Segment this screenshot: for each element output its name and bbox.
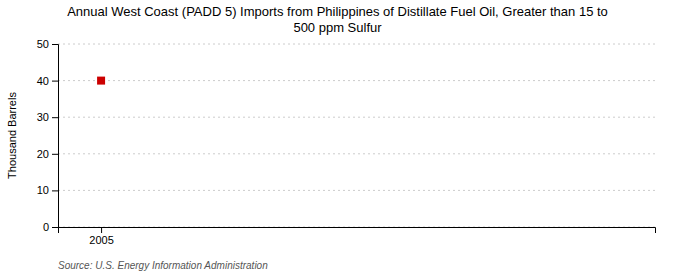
axis-line bbox=[59, 228, 656, 234]
tick-label: 0 bbox=[43, 221, 49, 233]
grid-line bbox=[58, 190, 655, 191]
title: Annual West Coast (PADD 5) Imports from … bbox=[67, 4, 608, 35]
tick-mark bbox=[52, 154, 58, 155]
title-line: Annual West Coast (PADD 5) Imports from … bbox=[67, 4, 608, 19]
tick-mark bbox=[52, 190, 58, 191]
chart-svg: 2005 0 10 20 30 40 50 Annual West Coast (PADD 5… bbox=[0, 0, 675, 275]
tick-mark bbox=[101, 227, 102, 233]
grid-line bbox=[58, 153, 655, 154]
tick-label: 2005 bbox=[89, 234, 113, 246]
tick-mark bbox=[52, 44, 58, 45]
tick: 2005 bbox=[89, 227, 113, 246]
tick: 30 bbox=[37, 111, 58, 123]
plot-area: 2005 0 10 20 30 40 50 bbox=[37, 38, 656, 246]
tick-mark bbox=[52, 81, 58, 82]
tick-mark bbox=[52, 227, 58, 228]
tick-label: 20 bbox=[37, 148, 49, 160]
tick: 0 bbox=[43, 221, 58, 233]
x-axis: 2005 bbox=[59, 227, 656, 246]
tick-label: 40 bbox=[37, 75, 49, 87]
y-axis: 0 10 20 30 40 50 bbox=[37, 38, 59, 233]
tick: 10 bbox=[37, 184, 58, 196]
marks bbox=[97, 77, 105, 85]
tick-label: 50 bbox=[37, 38, 49, 50]
tick: 50 bbox=[37, 38, 58, 50]
grid-line bbox=[58, 80, 655, 81]
tick-label: 10 bbox=[37, 184, 49, 196]
tick-mark bbox=[52, 117, 58, 118]
point bbox=[97, 77, 105, 85]
chart-container: 2005 0 10 20 30 40 50 Annual West Coast (PADD 5… bbox=[0, 0, 675, 275]
title-line: 500 ppm Sulfur bbox=[293, 20, 382, 35]
source: Source: U.S. Energy Information Administ… bbox=[58, 260, 268, 271]
grid bbox=[58, 44, 655, 227]
tick: 20 bbox=[37, 148, 58, 160]
y-axis-label: Thousand Barrels bbox=[6, 92, 18, 179]
tick-label: 30 bbox=[37, 111, 49, 123]
grid-line bbox=[58, 117, 655, 118]
grid-line bbox=[58, 44, 655, 45]
axis-line bbox=[52, 45, 59, 228]
tick: 40 bbox=[37, 75, 58, 87]
